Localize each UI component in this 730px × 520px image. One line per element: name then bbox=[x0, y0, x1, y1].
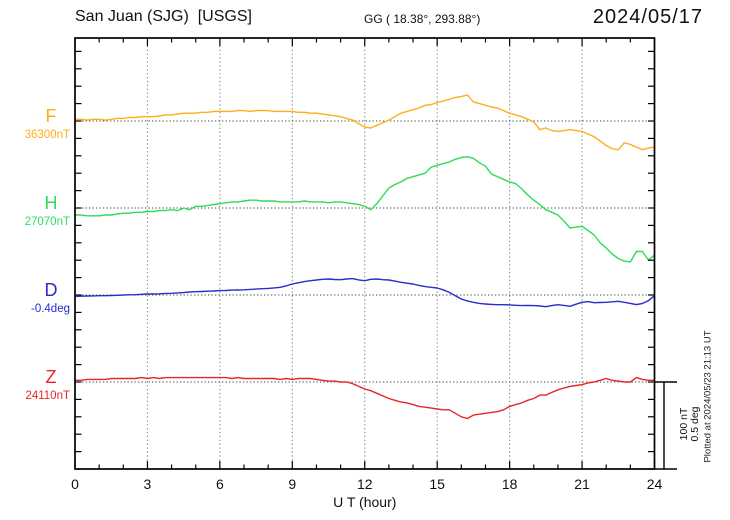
x-tick-label-21: 21 bbox=[574, 476, 590, 492]
trace-letter-Z: Z bbox=[46, 367, 57, 387]
scale-bar-label: 100 nT 0.5 deg bbox=[678, 403, 701, 445]
x-axis-title: U T (hour) bbox=[333, 494, 396, 510]
observation-date: 2024/05/17 bbox=[592, 6, 703, 28]
station-name: San Juan (SJG) [USGS] bbox=[75, 8, 252, 25]
x-tick-label-24: 24 bbox=[647, 476, 663, 492]
trace-H bbox=[75, 155, 655, 263]
trace-letter-D: D bbox=[45, 280, 58, 300]
trace-D bbox=[74, 277, 655, 308]
x-tick-label-9: 9 bbox=[288, 476, 296, 492]
x-tick-label-15: 15 bbox=[429, 476, 445, 492]
trace-F bbox=[75, 94, 655, 151]
x-tick-label-0: 0 bbox=[71, 476, 79, 492]
trace-baseline-value-D: -0.4deg bbox=[31, 303, 70, 315]
x-tick-label-6: 6 bbox=[216, 476, 224, 492]
scale-deg-label: 0.5 deg bbox=[689, 406, 701, 442]
trace-baseline-value-Z: 24110nT bbox=[25, 390, 70, 402]
x-tick-label-18: 18 bbox=[502, 476, 518, 492]
plotted-timestamp: Plotted at 2024/05/23 21:13 UT bbox=[702, 330, 714, 463]
x-tick-label-3: 3 bbox=[144, 476, 152, 492]
observatory-coordinates: GG ( 18.38°, 293.88°) bbox=[364, 12, 481, 26]
trace-Z bbox=[75, 376, 655, 420]
trace-letter-H: H bbox=[45, 193, 58, 213]
trace-baseline-value-F: 36300nT bbox=[25, 129, 70, 141]
x-tick-label-12: 12 bbox=[357, 476, 373, 492]
trace-baseline-value-H: 27070nT bbox=[25, 216, 70, 228]
trace-letter-F: F bbox=[46, 106, 57, 126]
